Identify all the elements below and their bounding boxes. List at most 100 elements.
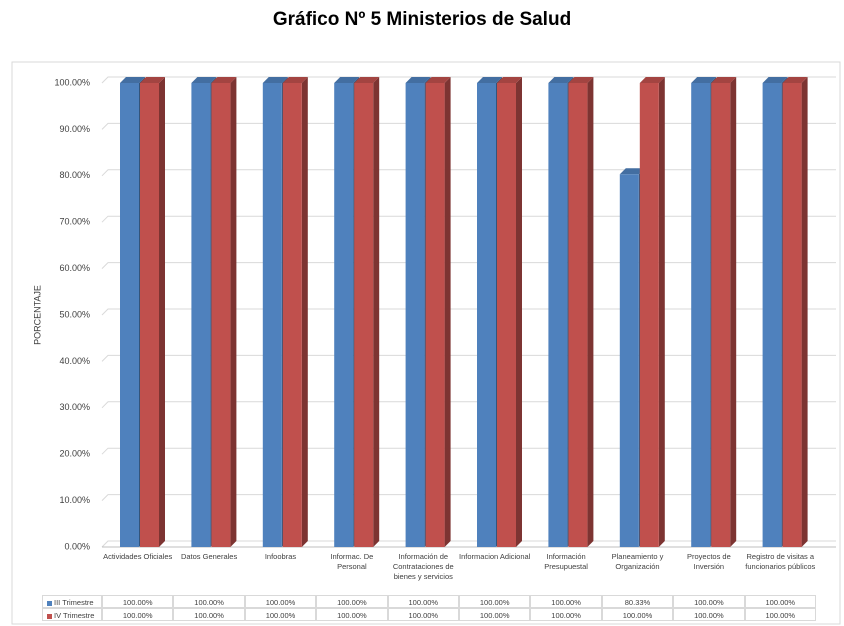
bar-top xyxy=(711,77,737,83)
y-tick-label: 50.00% xyxy=(59,309,90,319)
bar-top xyxy=(619,168,645,175)
bar xyxy=(334,83,354,547)
table-cell: 100.00% xyxy=(316,608,388,621)
y-tick-label: 90.00% xyxy=(59,124,90,134)
table-cell: 100.00% xyxy=(744,608,816,621)
bar xyxy=(619,174,639,547)
x-tick-label: Planeamiento y Organización xyxy=(611,552,664,571)
legend-label: IV Trimestre xyxy=(54,611,95,620)
table-cell: 100.00% xyxy=(530,608,602,621)
bar xyxy=(211,83,231,547)
y-tick-label: 40.00% xyxy=(59,356,90,366)
legend-entry: IV Trimestre xyxy=(42,608,102,621)
bar xyxy=(711,83,731,547)
legend-entry: III Trimestre xyxy=(42,595,102,608)
bar-side xyxy=(730,77,737,547)
y-tick-label: 0.00% xyxy=(64,541,90,551)
y-tick-label: 20.00% xyxy=(59,449,90,459)
x-tick-label: Información de Contrataciones de bienes … xyxy=(392,552,454,581)
bar-side xyxy=(658,77,665,547)
table-cell: 100.00% xyxy=(173,608,245,621)
bar xyxy=(354,83,374,547)
table-cell: 100.00% xyxy=(459,595,531,608)
table-cell: 100.00% xyxy=(316,595,388,608)
y-tick-label: 70.00% xyxy=(59,217,90,227)
bar-side xyxy=(516,77,522,547)
bar xyxy=(497,83,516,547)
table-cell: 100.00% xyxy=(387,608,459,621)
table-cell: 100.00% xyxy=(601,608,674,621)
y-axis-title: PORCENTAJE xyxy=(32,285,42,345)
table-cell: 100.00% xyxy=(244,608,317,621)
bar xyxy=(120,83,139,547)
table-cell: 100.00% xyxy=(244,595,317,608)
table-cell: 100.00% xyxy=(387,595,459,608)
bar xyxy=(782,83,802,547)
bar-side xyxy=(373,77,380,547)
bar xyxy=(405,83,425,547)
table-cell: 100.00% xyxy=(673,595,745,608)
bar xyxy=(639,83,659,547)
x-tick-label: Registro de visitas a funcionarios públi… xyxy=(745,552,816,571)
y-tick-label: 30.00% xyxy=(59,402,90,412)
y-tick-label: 10.00% xyxy=(59,495,90,505)
bar xyxy=(191,83,211,547)
table-cell: 100.00% xyxy=(102,608,174,621)
bar-top xyxy=(405,77,431,83)
bar-side xyxy=(230,77,237,547)
bar-top xyxy=(639,77,665,83)
bar xyxy=(548,83,568,547)
legend-swatch xyxy=(47,600,52,606)
chart-frame xyxy=(11,61,841,625)
bar-top xyxy=(425,77,451,83)
bar-top xyxy=(497,77,522,83)
bar-top xyxy=(191,77,217,83)
table-cell: 100.00% xyxy=(530,595,602,608)
table-cell: 100.00% xyxy=(673,608,745,621)
bar xyxy=(425,83,445,547)
x-tick-label: Datos Generales xyxy=(180,552,238,561)
x-tick-label: Actividades Oficiales xyxy=(103,552,173,561)
bar-top xyxy=(477,77,502,83)
chart-title: Gráfico Nº 5 Ministerios de Salud xyxy=(273,9,571,30)
x-tick-label: Infoobras xyxy=(264,552,297,561)
bar-top xyxy=(354,77,380,83)
bar-top xyxy=(262,77,288,83)
bar-top xyxy=(140,77,165,83)
y-tick-label: 60.00% xyxy=(59,263,90,273)
bar-top xyxy=(782,77,808,83)
bar-top xyxy=(691,77,717,83)
legend-swatch xyxy=(47,613,52,619)
bar xyxy=(140,83,159,547)
bar-top xyxy=(282,77,308,83)
bar-side xyxy=(587,77,594,547)
bar-top xyxy=(211,77,237,83)
table-cell: 80.33% xyxy=(601,595,674,608)
bar-side xyxy=(159,77,165,547)
bar-top xyxy=(548,77,574,83)
legend-label: III Trimestre xyxy=(54,598,94,607)
bar-top xyxy=(762,77,788,83)
bar xyxy=(282,83,302,547)
bar xyxy=(262,83,282,547)
table-cell: 100.00% xyxy=(173,595,245,608)
bar-top xyxy=(120,77,145,83)
bar-side xyxy=(301,77,308,547)
table-cell: 100.00% xyxy=(744,595,816,608)
bar-side xyxy=(801,77,808,547)
x-tick-label: Proyectos de Inversión xyxy=(686,552,731,571)
bar-top xyxy=(334,77,360,83)
bar-top xyxy=(568,77,594,83)
x-tick-label: Informacion Adicional xyxy=(459,552,531,561)
bar xyxy=(691,83,711,547)
table-cell: 100.00% xyxy=(459,608,531,621)
y-tick-label: 80.00% xyxy=(59,170,90,180)
bar xyxy=(477,83,496,547)
table-cell: 100.00% xyxy=(102,595,174,608)
x-tick-label: Informac. De Personal xyxy=(330,552,374,571)
y-tick-label: 100.00% xyxy=(54,77,90,87)
bar-side xyxy=(444,77,451,547)
bar xyxy=(762,83,782,547)
